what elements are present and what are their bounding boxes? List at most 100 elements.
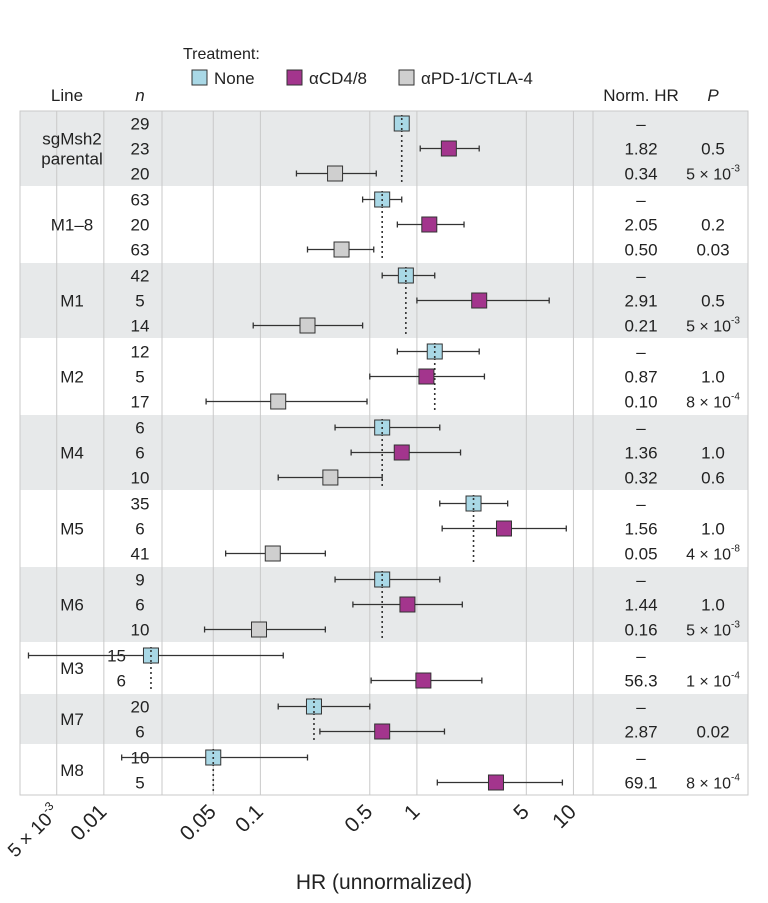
norm-hr-value: 0.21 (624, 317, 657, 336)
legend-item-0: None (191, 69, 255, 88)
row-0-1: 23 1.82 0.5 (131, 140, 725, 159)
line-name-6-0: M6 (60, 596, 84, 615)
line-name-3-0: M2 (60, 368, 84, 387)
norm-hr-value: – (636, 647, 646, 666)
norm-hr-value: – (636, 267, 646, 286)
x-tick-label: 0.1 (231, 800, 268, 837)
x-tick-0: 5 × 10-3 (4, 799, 57, 862)
p-value: 5 × 10-3 (686, 316, 740, 336)
row-6-1: 6 1.44 1.0 (135, 596, 725, 615)
n-value: 12 (131, 343, 150, 362)
row-4-2: 10 0.32 0.6 (131, 469, 725, 488)
p-value: 0.6 (701, 469, 725, 488)
p-value-exp: -4 (731, 392, 740, 403)
line-name-2-0: M1 (60, 292, 84, 311)
hr-point (421, 216, 438, 233)
row-1-1: 20 2.05 0.2 (131, 216, 725, 235)
legend-title: Treatment: (183, 46, 260, 63)
group-3: M2 12 – 5 0.87 1.0 17 0.10 8 × 10-4 (60, 343, 740, 412)
hr-point (270, 393, 287, 410)
header-p: P (707, 86, 719, 105)
header-line: Line (51, 86, 83, 105)
n-value: 20 (131, 216, 150, 235)
p-value: 8 × 10-4 (686, 773, 740, 793)
norm-hr-value: 0.34 (624, 165, 657, 184)
p-value: 1 × 10-4 (686, 671, 740, 691)
n-value: 63 (131, 191, 150, 210)
legend-label-2: αPD-1/CTLA-4 (421, 69, 533, 88)
x-tick-5: 1 (400, 800, 425, 825)
group-band-0 (20, 111, 748, 186)
group-4: M46 –6 1.36 1.010 0.32 0.6 (60, 419, 725, 488)
n-value: 5 (135, 774, 144, 793)
group-1: M1–8 63 – 20 2.05 0.2 63 0.50 0.03 (51, 191, 730, 260)
norm-hr-value: – (636, 571, 646, 590)
group-9: M8 10 – 5 69.1 8 × 10-4 (60, 749, 740, 793)
legend-swatch-1 (286, 69, 303, 86)
n-value: 10 (131, 621, 150, 640)
row-9-1: 5 69.1 8 × 10-4 (135, 773, 740, 793)
hr-point (393, 444, 410, 461)
x-tick-2: 0.05 (176, 800, 221, 845)
norm-hr-value: 0.87 (624, 368, 657, 387)
norm-hr-value: 2.91 (624, 292, 657, 311)
n-value: 17 (131, 393, 150, 412)
n-value: 35 (131, 495, 150, 514)
p-value: 4 × 10-8 (686, 544, 740, 564)
line-name-0-0: sgMsh2 (42, 130, 102, 149)
n-value: 29 (131, 115, 150, 134)
n-value: 5 (135, 368, 144, 387)
n-value: 20 (131, 165, 150, 184)
row-0-2: 20 0.34 5 × 10-3 (131, 164, 741, 184)
x-tick-label: 5 (509, 800, 534, 825)
norm-hr-value: 2.05 (624, 216, 657, 235)
hr-point (327, 165, 344, 182)
p-value-base: 8 × 10 (686, 395, 731, 412)
x-tick-label: 0.5 (340, 800, 377, 837)
row-2-1: 5 2.91 0.5 (135, 292, 725, 311)
legend-item-1: αCD4/8 (286, 69, 367, 88)
row-3-2: 17 0.10 8 × 10-4 (131, 392, 741, 412)
row-8-1: 6 2.87 0.02 (135, 723, 729, 742)
p-value: 1.0 (701, 520, 725, 539)
n-value: 10 (131, 469, 150, 488)
n-value: 5 (135, 292, 144, 311)
norm-hr-value: 1.82 (624, 140, 657, 159)
n-value: 23 (131, 140, 150, 159)
hr-point (399, 596, 416, 613)
p-value: 1.0 (701, 596, 725, 615)
x-tick-1: 0.01 (66, 800, 111, 845)
p-value-exp: -3 (731, 164, 740, 175)
legend-label-0: None (214, 69, 255, 88)
p-value-exp: -4 (731, 773, 740, 784)
norm-hr-value: – (636, 419, 646, 438)
p-value: 0.5 (701, 140, 725, 159)
p-value: 1.0 (701, 368, 725, 387)
p-value: 0.03 (696, 241, 729, 260)
p-value-base: 4 × 10 (686, 547, 731, 564)
norm-hr-value: 1.56 (624, 520, 657, 539)
hr-point (264, 545, 281, 562)
p-value-exp: -3 (731, 620, 740, 631)
row-5-2: 41 0.05 4 × 10-8 (131, 544, 741, 564)
p-value-base: 5 × 10 (686, 167, 731, 184)
p-value-exp: -8 (731, 544, 740, 555)
hr-point (333, 241, 350, 258)
norm-hr-value: 1.36 (624, 444, 657, 463)
p-value-base: 5 × 10 (686, 623, 731, 640)
hr-point (322, 469, 339, 486)
hr-point (374, 723, 391, 740)
norm-hr-value: 0.05 (624, 545, 657, 564)
hr-point (418, 368, 435, 385)
x-tick-label: 1 (400, 800, 425, 825)
p-value: 1.0 (701, 444, 725, 463)
row-7-0: 15– (27, 647, 646, 666)
n-value: 6 (117, 672, 126, 691)
norm-hr-value: – (636, 495, 646, 514)
row-2-2: 14 0.21 5 × 10-3 (131, 316, 741, 336)
p-value: 0.02 (696, 723, 729, 742)
hr-point (471, 292, 488, 309)
column-headers: Line n Norm. HR P (51, 86, 719, 105)
